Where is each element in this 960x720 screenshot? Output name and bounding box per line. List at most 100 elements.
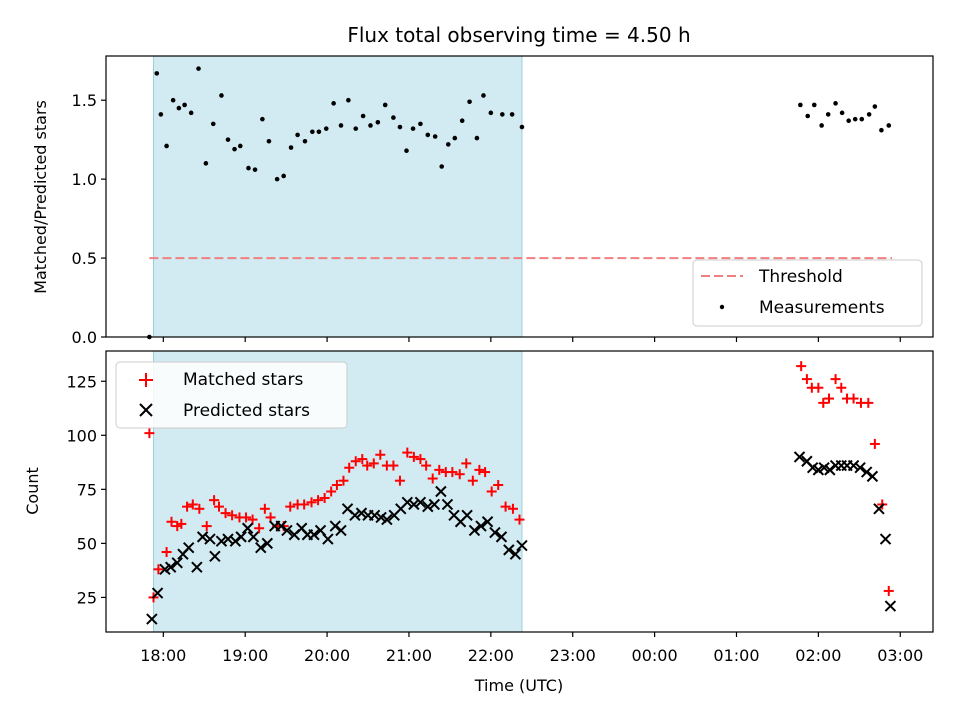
bottom-plot-frame	[105, 350, 934, 633]
matched-star-point	[454, 469, 465, 480]
predicted-star-point	[854, 462, 866, 474]
predicted-star-point	[516, 539, 528, 552]
matched-star-point	[220, 508, 231, 519]
measurement-point	[368, 123, 373, 128]
matched-star-point	[187, 499, 198, 510]
matched-star-point	[480, 467, 491, 478]
matched-star-point	[241, 512, 252, 523]
predicted-star-point	[222, 533, 234, 545]
measurement-point	[360, 113, 366, 119]
matched-star-point	[350, 456, 361, 467]
x-tick-label: 21:00	[386, 646, 432, 665]
measurement-point	[176, 105, 182, 111]
top-y-axis-ticks: 0.0 0.5 1.0 1.5	[72, 91, 106, 347]
measurement-point	[467, 99, 472, 105]
predicted-star-point	[182, 541, 195, 554]
measurement-point	[170, 97, 176, 103]
bottom-legend: Matched stars Predicted stars	[115, 361, 348, 429]
predicted-star-point	[191, 561, 203, 573]
matched-star-point	[493, 480, 504, 491]
predicted-star-point	[247, 531, 260, 543]
measurement-point	[432, 134, 438, 139]
matched-star-point	[796, 361, 807, 372]
matched-star-point	[474, 464, 485, 475]
top-plot-frame	[105, 55, 934, 338]
matched-star-point	[209, 495, 220, 506]
measurement-point	[798, 102, 803, 108]
top-x-axis-ticks	[162, 337, 901, 342]
predicted-star-point	[414, 496, 427, 509]
measurement-point	[353, 126, 359, 131]
matched-star-point	[247, 514, 258, 525]
bottom-y-tick-label: 75	[77, 480, 97, 499]
measurement-point	[825, 112, 831, 117]
measurement-point	[805, 113, 811, 119]
predicted-star-point	[847, 459, 860, 472]
matched-star-point	[326, 486, 337, 497]
measurement-point	[288, 145, 294, 150]
bottom-y-tick-label: 25	[77, 588, 97, 607]
matched-star-point	[313, 495, 324, 506]
predicted-star-point	[435, 485, 447, 498]
measurement-point	[331, 101, 336, 106]
matched-star-point	[461, 458, 472, 469]
measurement-point	[859, 116, 865, 122]
predicted-star-point	[368, 509, 381, 521]
predicted-star-point	[461, 509, 473, 521]
matched-star-point	[824, 393, 835, 404]
predicted-star-point	[308, 529, 320, 541]
predicted-legend-marker	[139, 403, 153, 417]
measurement-point	[260, 116, 265, 122]
predicted-star-point	[428, 498, 441, 511]
x-tick-label: 19:00	[222, 646, 268, 665]
matched-star-point	[500, 501, 511, 512]
measurement-point	[316, 129, 322, 135]
measurement-point	[418, 121, 423, 127]
measurement-point	[886, 123, 892, 128]
matched-star-point	[402, 447, 413, 458]
matched-star-point	[227, 510, 238, 521]
matched-star-point	[299, 499, 310, 510]
top-legend-box	[692, 259, 923, 327]
measurement-point	[252, 167, 258, 172]
matched-star-point	[863, 397, 874, 408]
matched-legend-label: Matched stars	[183, 370, 303, 390]
x-tick-label: 22:00	[468, 646, 514, 665]
predicted-star-point	[475, 520, 487, 532]
bottom-y-tick-label: 100	[66, 426, 97, 445]
matched-star-point	[368, 458, 379, 469]
measurement-point	[866, 112, 872, 117]
predicted-legend-label: Predicted stars	[183, 401, 310, 421]
measurement-point	[225, 137, 231, 142]
measurement-point	[811, 102, 817, 108]
measurement-point	[872, 104, 878, 109]
bottom-legend-box	[115, 361, 348, 429]
matched-star-point	[415, 454, 426, 465]
measurement-point	[404, 148, 409, 154]
measurement-point	[203, 161, 209, 166]
matched-star-point	[848, 393, 859, 404]
measurement-point	[274, 176, 280, 182]
matched-star-point	[818, 397, 829, 408]
predicted-star-point	[489, 526, 501, 539]
measurement-point	[452, 135, 458, 141]
measurement-point	[196, 66, 201, 71]
top-panel: 0.0 0.5 1.0 1.5 Matched/Predicted stars Thr…	[31, 55, 934, 347]
matched-stars-series	[144, 361, 894, 603]
predicted-star-point	[481, 516, 494, 528]
predicted-star-point	[355, 507, 368, 519]
matched-star-point	[338, 475, 349, 486]
measurement-point	[154, 71, 160, 76]
measurement-point	[846, 118, 851, 124]
predicted-star-point	[255, 541, 267, 554]
predicted-star-point	[261, 537, 274, 550]
matched-star-point	[285, 501, 296, 512]
measurement-point	[164, 143, 169, 149]
x-axis-label: Time (UTC)	[474, 676, 563, 695]
predicted-star-point	[422, 500, 434, 513]
matched-star-point	[813, 382, 824, 393]
measurement-point	[425, 132, 431, 138]
matched-star-point	[486, 486, 497, 497]
measurement-point	[852, 116, 858, 122]
top-legend: Threshold Measurements	[692, 259, 923, 327]
